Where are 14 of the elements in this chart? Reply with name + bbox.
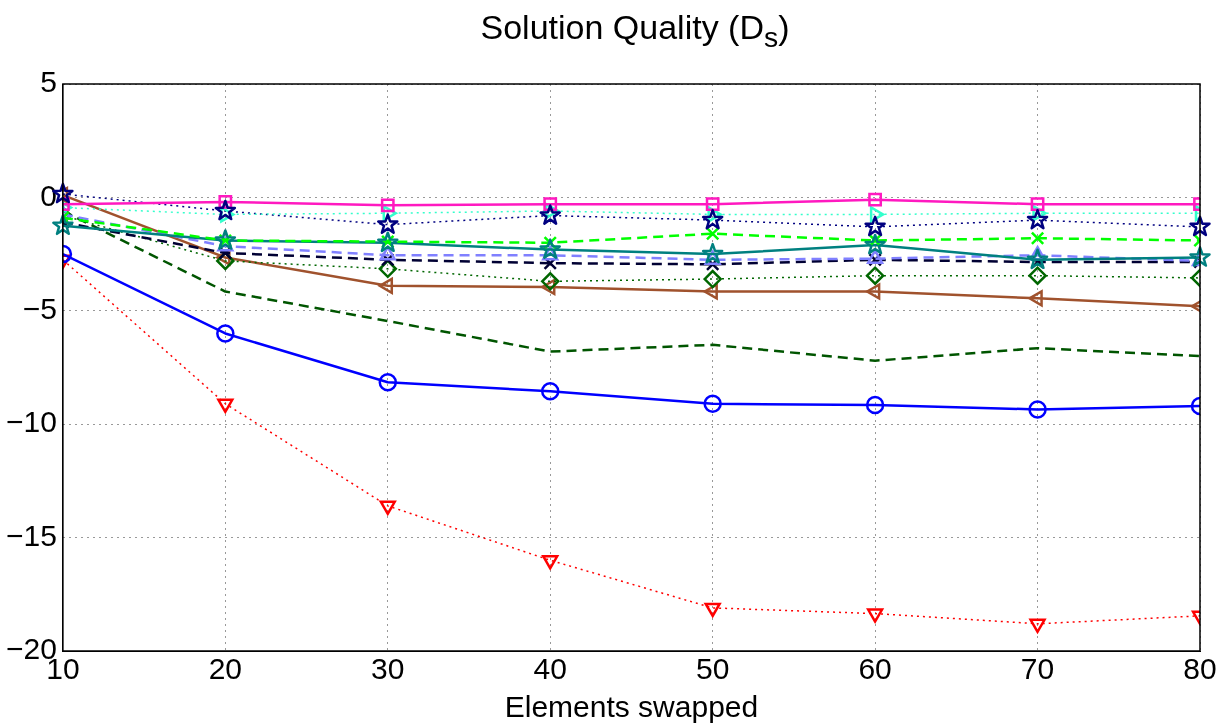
y-tick-label: −10	[6, 405, 57, 439]
x-tick-label: 80	[1183, 652, 1217, 686]
x-tick-label: 30	[371, 652, 405, 686]
x-tick-label: 60	[858, 652, 892, 686]
x-axis-title: Elements swapped	[504, 690, 759, 724]
y-tick-label: 0	[40, 178, 57, 212]
x-tick-label: 50	[695, 652, 730, 686]
y-tick-label: −15	[6, 518, 57, 552]
x-tick-label: 70	[1020, 652, 1055, 686]
x-tick-label: 40	[533, 652, 567, 686]
y-tick-label: −5	[22, 292, 57, 326]
x-tick-label: 20	[208, 652, 243, 686]
y-tick-label: 5	[40, 65, 57, 99]
chart-title: Solution Quality (D$_{s}$)	[479, 8, 791, 54]
